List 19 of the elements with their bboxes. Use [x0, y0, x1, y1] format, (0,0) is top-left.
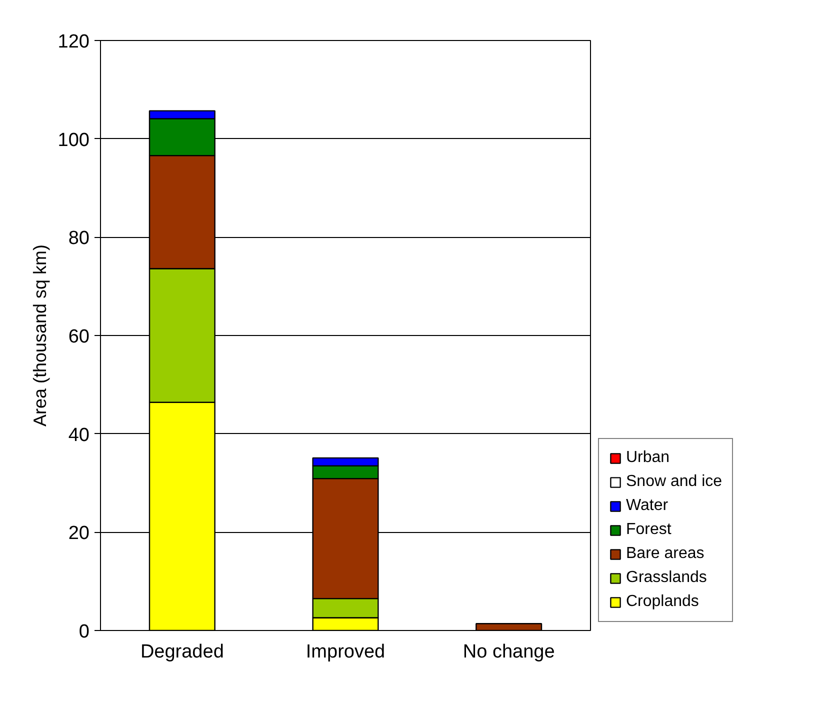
legend-label: Croplands — [626, 593, 699, 611]
legend-label: Grasslands — [626, 569, 707, 587]
y-tick-label: 20 — [68, 523, 90, 544]
legend-label: Water — [626, 497, 668, 515]
y-tick-label: 100 — [58, 130, 90, 151]
legend-label: Forest — [626, 521, 672, 539]
legend-label: Snow and ice — [626, 473, 722, 491]
bar — [476, 623, 542, 630]
y-tick-label: 80 — [68, 228, 90, 250]
y-axis-title: Area (thousand sq km) — [30, 244, 50, 427]
legend-label: Urban — [626, 449, 670, 467]
y-tick-label: 0 — [78, 622, 90, 642]
x-tick-label: Improved — [306, 642, 386, 662]
x-tick-label: Degraded — [140, 642, 224, 662]
y-tick-label: 120 — [58, 32, 90, 52]
legend-label: Bare areas — [626, 545, 704, 563]
y-tick-label: 60 — [68, 326, 90, 348]
x-tick-label: No change — [462, 642, 555, 662]
y-tick-label: 40 — [68, 424, 90, 446]
